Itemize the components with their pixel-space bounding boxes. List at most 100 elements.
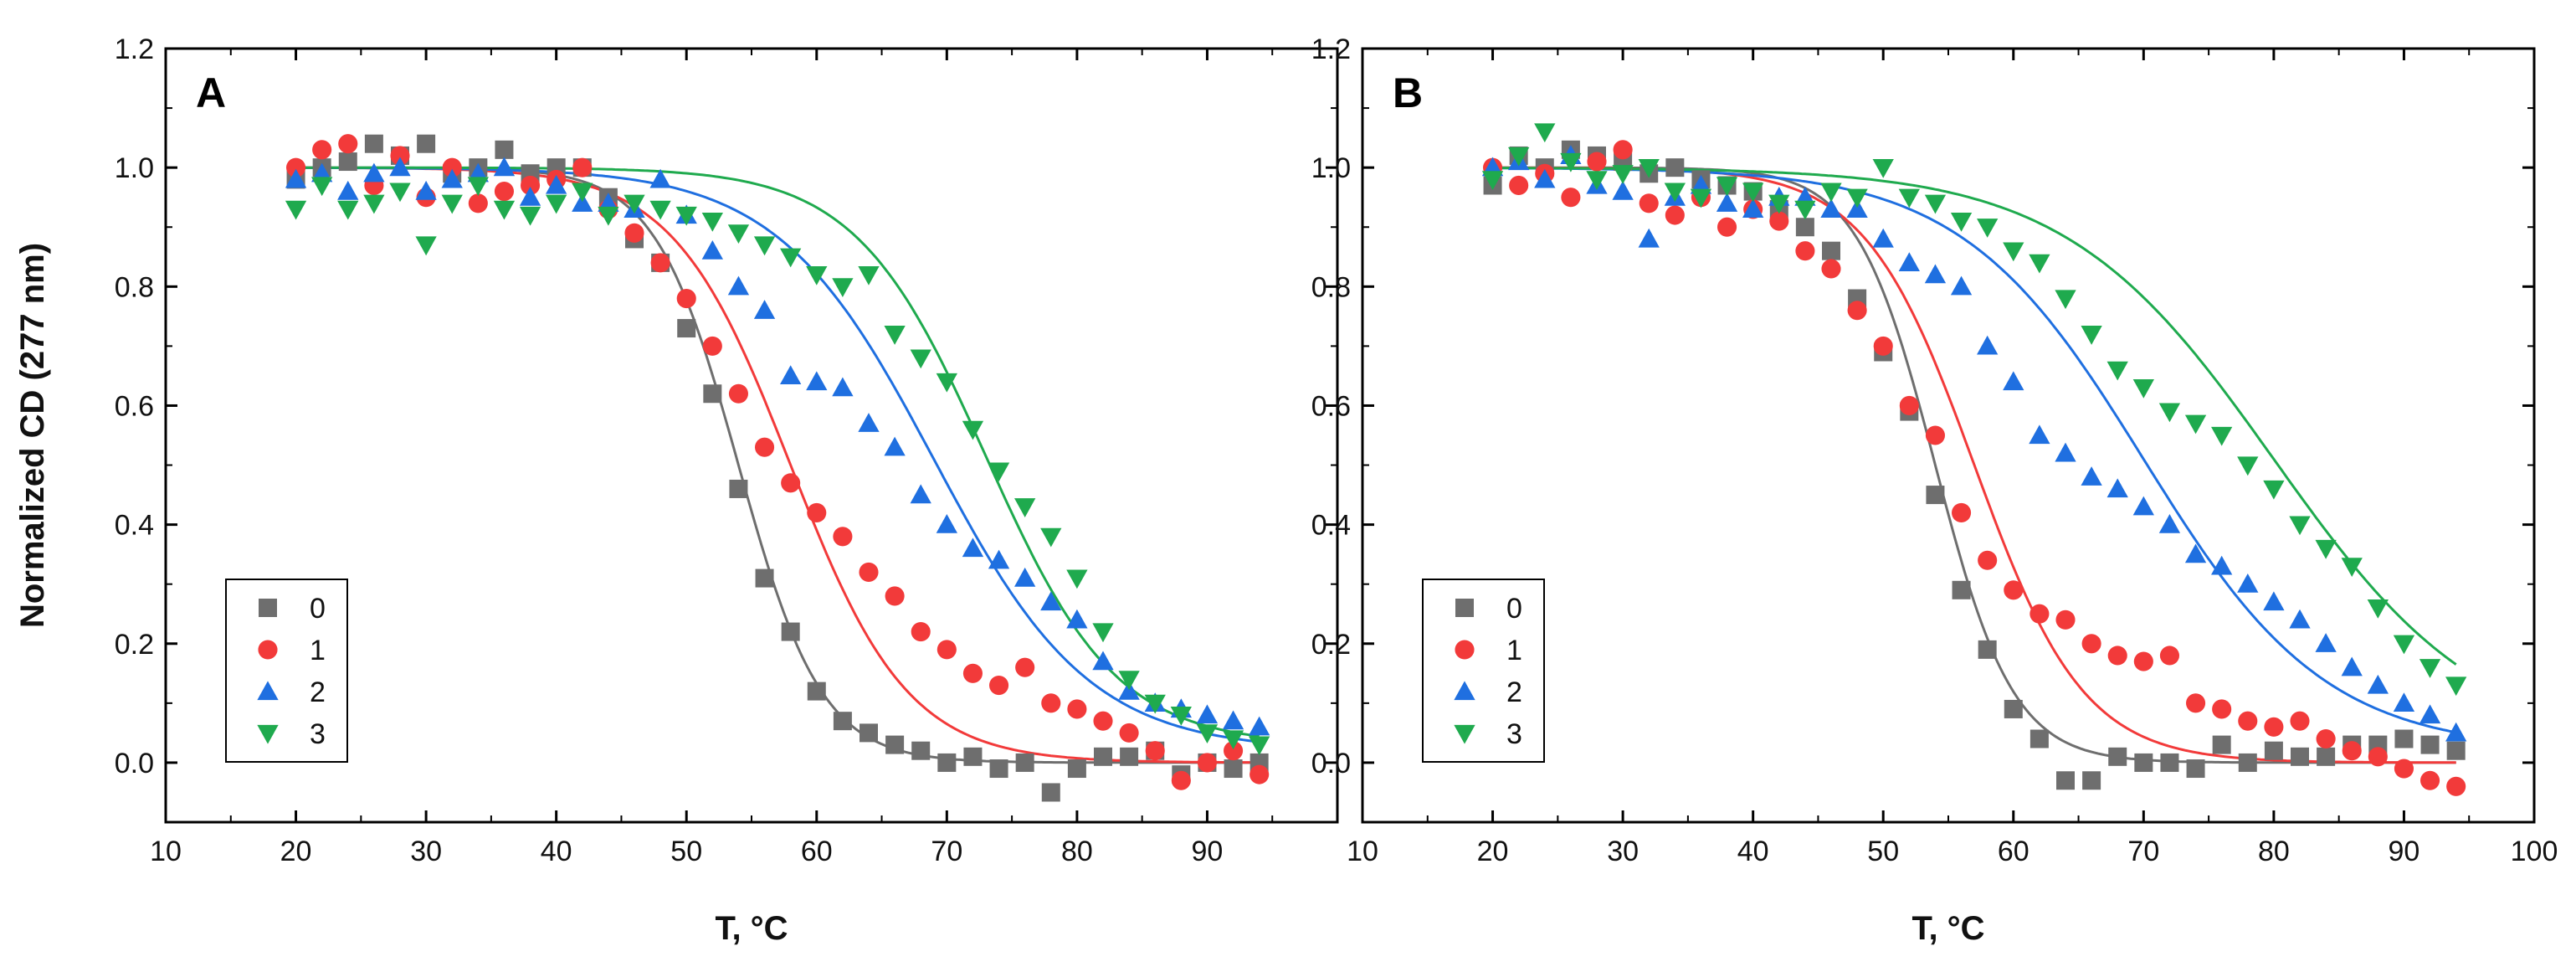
data-point xyxy=(1872,159,1894,178)
data-point xyxy=(2212,735,2231,754)
data-point xyxy=(2029,604,2050,624)
data-point xyxy=(701,213,723,232)
y-axis-title: Normalized CD (277 nm) xyxy=(14,243,51,628)
data-point xyxy=(1794,200,1816,220)
x-tick-label: 100 xyxy=(2511,836,2558,867)
legend-label-3: 3 xyxy=(1506,718,1522,750)
data-point xyxy=(1534,123,1556,143)
data-point xyxy=(885,586,905,606)
data-point xyxy=(624,223,644,243)
data-point xyxy=(728,383,748,404)
data-point xyxy=(2004,580,2024,600)
data-point xyxy=(676,288,696,309)
data-point xyxy=(2289,609,2311,629)
data-point xyxy=(832,377,854,397)
legend-label-2: 2 xyxy=(1506,676,1522,708)
data-point xyxy=(1950,213,1973,232)
data-point xyxy=(1040,527,1062,548)
data-point xyxy=(962,420,984,440)
data-point xyxy=(1560,152,1582,172)
data-point xyxy=(832,278,854,297)
legend-label-3: 3 xyxy=(310,718,326,750)
data-point xyxy=(1872,228,1894,248)
series-1-points xyxy=(1483,140,2466,796)
data-point xyxy=(677,319,696,338)
data-point xyxy=(1224,741,1244,761)
x-tick-label: 20 xyxy=(280,836,312,867)
data-point xyxy=(1171,770,1191,790)
data-point xyxy=(390,146,410,166)
data-point xyxy=(495,140,514,159)
legend-label-2: 2 xyxy=(310,676,326,708)
data-point xyxy=(572,193,593,212)
data-point xyxy=(701,240,723,260)
data-point xyxy=(963,747,983,766)
data-point xyxy=(1613,140,1633,160)
data-point xyxy=(858,265,880,285)
legend-marker-1 xyxy=(1455,640,1475,660)
data-point xyxy=(2055,442,2076,462)
data-point xyxy=(1821,259,1841,279)
data-point xyxy=(519,206,541,226)
x-tick-label: 90 xyxy=(1192,836,1224,867)
data-point xyxy=(2211,555,2233,575)
data-point xyxy=(1224,759,1243,779)
data-point xyxy=(1222,710,1244,730)
data-point xyxy=(1899,395,1919,416)
data-point xyxy=(1846,198,1868,219)
data-point xyxy=(2315,633,2337,652)
data-point xyxy=(2184,414,2207,435)
data-point xyxy=(2081,634,2101,654)
data-point xyxy=(1067,759,1086,779)
data-point xyxy=(1092,651,1114,671)
data-point xyxy=(727,275,750,296)
data-point xyxy=(417,134,436,153)
data-point xyxy=(755,437,775,457)
data-point xyxy=(962,663,983,683)
x-tick-label: 40 xyxy=(1737,836,1769,867)
data-point xyxy=(1847,301,1867,321)
data-point xyxy=(2393,635,2415,655)
chart-panel-a: 10 20 30 40 50 60 70 80 900.00.20.40.60.81.01.2T… xyxy=(14,33,1339,947)
x-tick-label: 80 xyxy=(2258,836,2290,867)
data-point xyxy=(2055,290,2076,310)
data-point xyxy=(1222,730,1244,750)
data-point xyxy=(755,568,774,588)
data-point xyxy=(338,134,358,154)
y-tick-label: 1.2 xyxy=(1311,33,1351,65)
data-point xyxy=(1015,657,1035,677)
data-point xyxy=(1768,194,1790,214)
y-tick-label: 0.0 xyxy=(1311,748,1351,779)
data-point xyxy=(2341,656,2363,676)
data-point xyxy=(2420,735,2440,754)
data-point xyxy=(363,194,385,214)
data-point xyxy=(1952,580,1971,599)
x-axis-title: T, °C xyxy=(715,910,788,947)
legend-marker-1 xyxy=(258,640,278,660)
data-point xyxy=(546,174,567,194)
data-point xyxy=(415,180,437,200)
data-point xyxy=(2341,558,2363,578)
data-point xyxy=(1925,425,1945,445)
x-tick-label: 60 xyxy=(1998,836,2029,867)
data-point xyxy=(2108,747,2127,766)
data-point xyxy=(1795,241,1815,261)
data-point xyxy=(2211,426,2233,446)
series-3-points xyxy=(285,177,1270,756)
data-point xyxy=(1481,171,1504,191)
x-tick-label: 30 xyxy=(1607,836,1639,867)
data-point xyxy=(2056,771,2075,790)
data-point xyxy=(572,183,593,203)
data-point xyxy=(1978,550,1998,570)
data-point xyxy=(1950,275,1973,296)
data-point xyxy=(989,675,1009,696)
legend: 0 1 2 3 xyxy=(1422,579,1545,763)
data-point xyxy=(1873,336,1893,356)
data-point xyxy=(2393,692,2415,712)
data-point xyxy=(441,194,463,214)
data-point xyxy=(1014,567,1036,587)
data-point xyxy=(2158,403,2181,423)
data-point xyxy=(1534,168,1556,188)
data-point xyxy=(285,168,307,188)
legend-label-0: 0 xyxy=(310,593,326,625)
